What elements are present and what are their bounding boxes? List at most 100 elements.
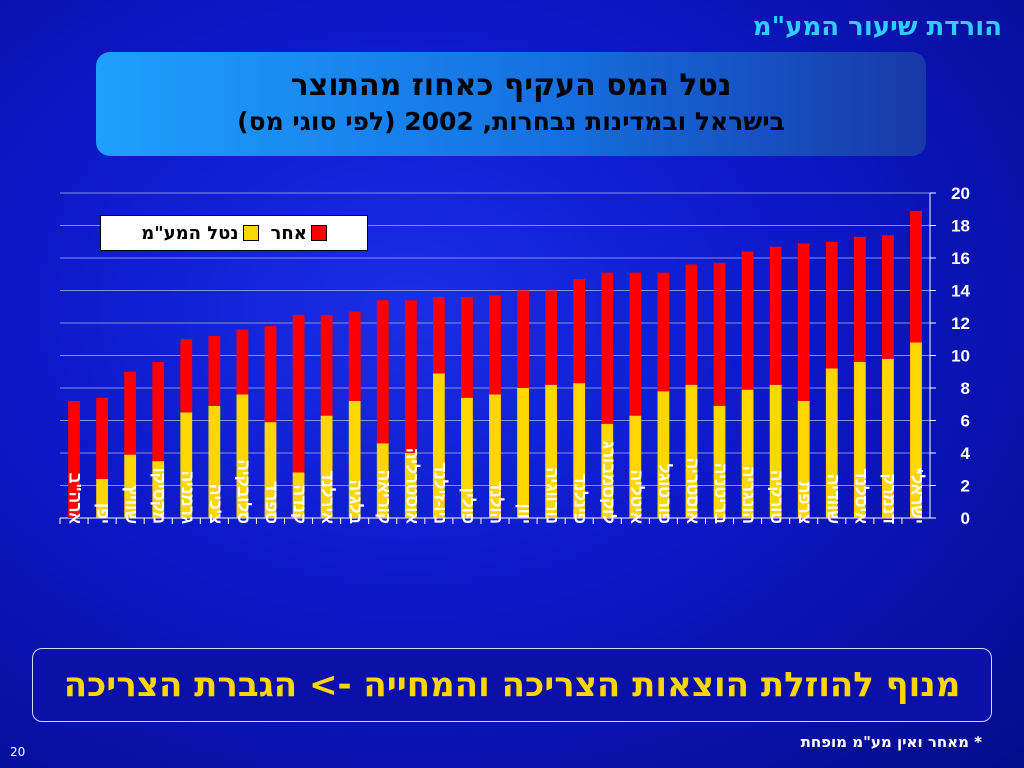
bar-other (180, 339, 193, 413)
bar-vat (657, 391, 670, 518)
bar-other (741, 251, 754, 390)
x-tick-label: טורקיה (767, 470, 786, 524)
x-tick-label: יוון (515, 503, 534, 524)
y-tick-label: 20 (951, 184, 970, 203)
bar-other (461, 297, 473, 398)
bar-other (882, 235, 894, 359)
x-tick-label: ספרד (262, 482, 281, 524)
x-tick-label: פולין (458, 488, 477, 524)
bar-vat (769, 384, 782, 518)
bar-vat (797, 401, 810, 518)
bar-vat (545, 384, 558, 518)
bar-vat (236, 394, 249, 518)
legend-label-vat: נטל המע"מ (141, 222, 239, 244)
bar-vat (320, 415, 333, 518)
legend-item-other: אחר (271, 223, 327, 244)
bar-other (517, 290, 529, 388)
x-tick-label: אוסטרליה (402, 448, 421, 524)
bar-other (236, 329, 249, 395)
bar-vat (292, 472, 305, 518)
bar-vat (124, 454, 137, 518)
y-tick-label: 16 (951, 249, 970, 268)
bar-other (68, 401, 80, 518)
x-tick-label: קוריאה (374, 470, 393, 524)
x-tick-label: פורטוגל (655, 464, 674, 524)
x-tick-label: לוקסמבורג (599, 441, 618, 524)
y-tick-label: 4 (961, 444, 971, 463)
bar-other (264, 326, 277, 423)
slide-title: הורדת שיעור המע"מ (752, 12, 1002, 42)
legend-swatch-other (310, 225, 327, 241)
x-tick-label: צ'כיה (206, 484, 225, 524)
x-tick-label: אוסטריה (683, 458, 702, 525)
bar-vat (517, 388, 529, 518)
y-tick-label: 8 (961, 379, 970, 398)
x-tick-label: איטליה (627, 470, 646, 525)
bar-other (685, 264, 698, 385)
x-tick-label: יפן (94, 503, 113, 524)
conclusion-banner: מנוף להוזלת הוצאות הצריכה והמחייה -> הגב… (32, 648, 992, 722)
x-tick-label: מקסיקו (150, 467, 169, 524)
footnote: * מאחר ואין מע"מ מופחת (800, 733, 982, 751)
bar-other (769, 246, 782, 385)
y-tick-label: 10 (951, 347, 970, 366)
y-tick-label: 18 (951, 217, 970, 236)
bar-other (348, 311, 361, 401)
x-tick-label: סלובקיה (234, 459, 253, 524)
bar-other (404, 300, 417, 453)
x-tick-label: נורווגיה (543, 467, 562, 524)
x-tick-label: בריטניה (711, 463, 730, 524)
x-tick-label: קנדה (290, 485, 309, 524)
x-tick-label: שוודיה (823, 474, 842, 524)
bar-vat (629, 415, 642, 518)
bar-other (96, 397, 108, 479)
bar-vat (264, 422, 277, 518)
bar-other (713, 262, 726, 406)
bar-vat (461, 397, 473, 518)
x-tick-label: הולנד (487, 480, 506, 524)
bar-other (629, 272, 642, 416)
y-tick-label: 6 (961, 412, 970, 431)
bar-other (124, 371, 137, 455)
bar-other (825, 241, 838, 369)
bar-other (573, 279, 586, 384)
bar-vat (741, 389, 754, 518)
bar-vat (432, 373, 445, 518)
bar-vat (152, 461, 165, 518)
x-tick-label: גרמניה (178, 471, 197, 524)
bar-other (853, 236, 866, 362)
y-tick-label: 2 (961, 477, 970, 496)
bar-vat (853, 362, 866, 518)
bar-vat (713, 405, 726, 518)
bar-other (376, 300, 389, 444)
bar-vat (208, 405, 221, 518)
bar-other (797, 243, 810, 401)
bar-vat (601, 423, 614, 518)
x-tick-label: פינלנד (571, 474, 590, 524)
x-tick-label: אירלנד (318, 471, 337, 525)
y-tick-label: 14 (951, 282, 970, 301)
legend-item-vat: נטל המע"מ (141, 222, 259, 244)
bar-vat (180, 412, 193, 518)
x-tick-label: ישראל* (907, 468, 926, 524)
legend-swatch-vat (242, 225, 259, 241)
bar-other (208, 336, 221, 406)
chart-subtitle: בישראל ובמדינות נבחרות, 2002 (לפי סוגי מ… (237, 107, 785, 136)
chart-title: נטל המס העקיף כאחוז מהתוצר (290, 68, 732, 103)
bar-vat (825, 368, 838, 518)
bar-other (601, 272, 614, 424)
y-tick-label: 0 (961, 509, 970, 528)
x-tick-label: דנמרק (879, 474, 898, 525)
bar-other (545, 290, 558, 385)
x-tick-label: צרפת (795, 481, 814, 524)
banner-text: מנוף להוזלת הוצאות הצריכה והמחייה -> הגב… (63, 665, 961, 705)
bar-vat (376, 443, 389, 518)
bar-vat (685, 384, 698, 518)
bar-other (292, 314, 305, 473)
bar-other (432, 297, 445, 374)
bar-vat (96, 479, 108, 518)
x-tick-label: ניו-זילנד (430, 462, 449, 524)
bar-vat (882, 358, 894, 518)
chart-legend: אחר נטל המע"מ (100, 215, 368, 251)
slide-number: 20 (10, 745, 26, 759)
